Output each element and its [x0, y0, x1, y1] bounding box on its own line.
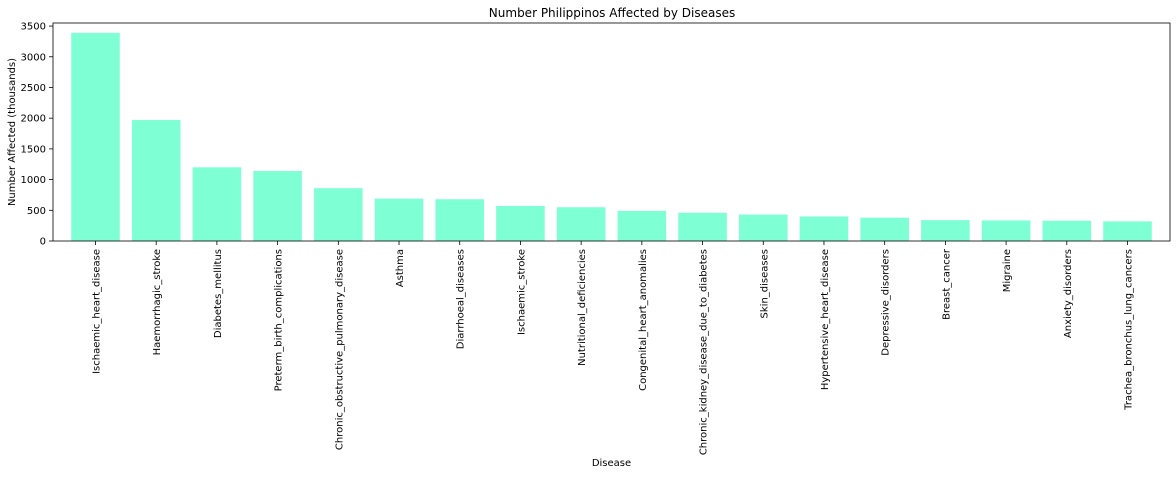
y-axis-label: Number Affected (thousands) — [7, 58, 18, 206]
x-tick-label: Breast_cancer — [941, 248, 952, 320]
x-tick-label: Asthma — [395, 249, 406, 287]
bar-Congenital_heart_anomalies — [617, 210, 667, 241]
chart-title: Number Philippinos Affected by Diseases — [489, 6, 735, 20]
y-tick-label: 3500 — [21, 22, 46, 33]
x-tick-label: Nutritional_deficiencies — [577, 249, 588, 366]
y-tick-label: 0 — [40, 237, 46, 248]
x-tick-label: Congenital_heart_anomalies — [638, 249, 649, 391]
x-tick-label: Ischaemic_stroke — [516, 249, 527, 335]
x-tick-label: Depressive_disorders — [881, 249, 892, 356]
bar-Diarrhoeal_diseases — [435, 199, 485, 241]
bar-Anxiety_disorders — [1042, 220, 1092, 241]
bar-Asthma — [374, 198, 424, 241]
y-tick-label: 1500 — [21, 144, 46, 155]
bar-Migraine — [981, 220, 1031, 241]
bar-Trachea_bronchus_lung_cancers — [1103, 221, 1152, 241]
x-tick-label: Migraine — [1002, 249, 1013, 292]
x-tick-label: Skin_diseases — [759, 249, 770, 318]
x-tick-label: Chronic_kidney_disease_due_to_diabetes — [699, 249, 710, 455]
y-tick-label: 1000 — [21, 175, 46, 186]
x-tick-label: Ischaemic_heart_disease — [91, 249, 102, 374]
bar-Breast_cancer — [921, 220, 970, 241]
bar-Diabetes_mellitus — [192, 167, 242, 241]
bar-Haemorrhagic_stroke — [131, 120, 181, 241]
x-tick-label: Chronic_obstructive_pulmonary_disease — [334, 249, 345, 450]
y-tick-label: 500 — [27, 206, 46, 217]
x-tick-label: Trachea_bronchus_lung_cancers — [1124, 249, 1135, 411]
plot-frame — [52, 22, 1171, 242]
bar-Ischaemic_heart_disease — [71, 32, 120, 242]
x-axis-label: Disease — [592, 458, 631, 469]
bar-Hypertensive_heart_disease — [799, 216, 849, 241]
x-tick-label: Anxiety_disorders — [1063, 249, 1074, 338]
x-tick-label: Preterm_birth_complications — [274, 249, 285, 391]
x-tick-label: Haemorrhagic_stroke — [152, 249, 163, 355]
bar-Skin_diseases — [738, 214, 788, 241]
x-tick-label: Diabetes_mellitus — [213, 249, 224, 338]
y-tick-label: 2500 — [21, 83, 46, 94]
x-tick-label: Diarrhoeal_diseases — [456, 249, 467, 349]
bar-Preterm_birth_complications — [253, 170, 302, 241]
bar-Chronic_obstructive_pulmonary_disease — [314, 188, 363, 241]
y-tick-label: 2000 — [21, 114, 46, 125]
bar-Nutritional_deficiencies — [556, 207, 606, 241]
bar-Chronic_kidney_disease_due_to_diabetes — [678, 212, 727, 241]
y-tick-label: 3000 — [21, 52, 46, 63]
bar-Depressive_disorders — [860, 217, 909, 241]
x-tick-label: Hypertensive_heart_disease — [820, 249, 831, 390]
bar-Ischaemic_stroke — [496, 205, 545, 241]
